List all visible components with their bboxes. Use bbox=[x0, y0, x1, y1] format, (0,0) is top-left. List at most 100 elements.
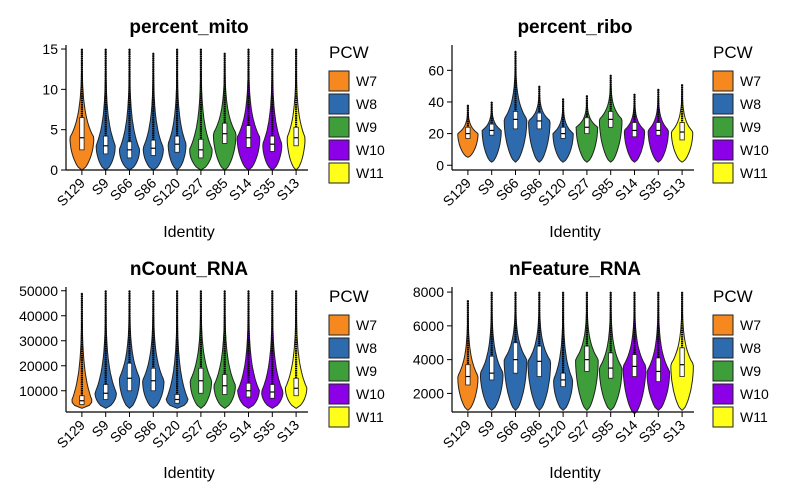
y-tick-label: 10 bbox=[42, 81, 58, 97]
box-S9 bbox=[489, 355, 495, 381]
legend-swatch-w10 bbox=[712, 383, 734, 405]
legend-swatch-w10 bbox=[328, 139, 350, 161]
legend-title: PCW bbox=[713, 43, 753, 62]
legend-swatch-w7 bbox=[328, 70, 350, 92]
x-tick-label: S35 bbox=[635, 417, 664, 446]
legend-label-w10: W10 bbox=[740, 142, 769, 158]
x-tick-label: S129 bbox=[440, 175, 475, 210]
y-tick-label: 40 bbox=[428, 94, 444, 110]
legend-label-w7: W7 bbox=[356, 317, 377, 333]
legend-label-w11: W11 bbox=[356, 409, 384, 425]
x-tick-label: S13 bbox=[273, 175, 302, 204]
legend-label-w8: W8 bbox=[740, 96, 761, 112]
legend-swatch-w8 bbox=[712, 93, 734, 115]
x-tick-label: S129 bbox=[54, 175, 89, 210]
legend-label-w8: W8 bbox=[356, 340, 377, 356]
legend-swatch-w10 bbox=[328, 383, 350, 405]
legend-swatch-w10 bbox=[712, 139, 734, 161]
x-tick-label: S66 bbox=[107, 175, 136, 204]
legend-swatch-w11 bbox=[712, 406, 734, 428]
y-tick-label: 8000 bbox=[413, 284, 444, 300]
legend-swatch-w9 bbox=[712, 360, 734, 382]
x-tick-label: S14 bbox=[612, 417, 641, 446]
x-tick-label: S13 bbox=[659, 175, 688, 204]
plot-title: percent_mito bbox=[129, 17, 248, 38]
x-tick-label: S27 bbox=[178, 417, 207, 446]
x-tick-label: S27 bbox=[178, 175, 207, 204]
y-tick-label: 15 bbox=[42, 41, 58, 57]
y-tick-label: 60 bbox=[428, 62, 444, 78]
box-S14 bbox=[631, 122, 638, 138]
legend-label-w8: W8 bbox=[356, 96, 377, 112]
legend-label-w9: W9 bbox=[740, 363, 761, 379]
box-S27 bbox=[198, 138, 204, 159]
x-axis-label: Identity bbox=[163, 224, 215, 241]
x-tick-label: S85 bbox=[202, 417, 231, 446]
legend-label-w9: W9 bbox=[356, 119, 377, 135]
box-S9 bbox=[103, 135, 109, 155]
x-tick-label: S66 bbox=[493, 175, 522, 204]
box-S120 bbox=[174, 394, 180, 404]
x-tick-label: S66 bbox=[493, 417, 522, 446]
x-tick-label: S85 bbox=[588, 417, 617, 446]
y-tick-label: 0 bbox=[436, 157, 444, 173]
box-S86 bbox=[150, 367, 156, 392]
legend-label-w11: W11 bbox=[740, 409, 768, 425]
x-axis-label: Identity bbox=[549, 224, 601, 241]
x-tick-label: S35 bbox=[635, 175, 664, 204]
legend-label-w10: W10 bbox=[356, 142, 385, 158]
x-tick-label: S13 bbox=[659, 417, 688, 446]
box-S9 bbox=[103, 384, 109, 400]
x-tick-label: S35 bbox=[249, 175, 278, 204]
y-tick-label: 2000 bbox=[413, 385, 444, 401]
legend-swatch-w9 bbox=[328, 116, 350, 138]
y-tick-label: 20 bbox=[428, 126, 444, 142]
legend-swatch-w8 bbox=[328, 93, 350, 115]
box-S35 bbox=[655, 357, 661, 382]
x-tick-label: S14 bbox=[226, 417, 255, 446]
y-tick-label: 20000 bbox=[19, 358, 58, 374]
legend-title: PCW bbox=[329, 287, 369, 306]
y-tick-label: 10000 bbox=[19, 383, 58, 399]
box-S129 bbox=[465, 364, 471, 386]
box-S129 bbox=[465, 126, 471, 139]
plot-title: percent_ribo bbox=[517, 17, 632, 38]
box-S13 bbox=[679, 347, 685, 377]
x-tick-label: S14 bbox=[612, 175, 641, 204]
box-S85 bbox=[608, 352, 614, 379]
legend-swatch-w11 bbox=[712, 162, 734, 184]
y-tick-label: 50000 bbox=[19, 283, 58, 299]
x-tick-label: S27 bbox=[564, 175, 593, 204]
x-tick-label: S13 bbox=[273, 417, 302, 446]
legend-swatch-w7 bbox=[712, 314, 734, 336]
x-tick-label: S35 bbox=[249, 417, 278, 446]
legend-label-w7: W7 bbox=[740, 317, 761, 333]
box-S129 bbox=[79, 395, 85, 405]
legend-label-w7: W7 bbox=[356, 73, 377, 89]
box-S35 bbox=[655, 122, 661, 136]
box-S35 bbox=[269, 384, 275, 399]
legend-title: PCW bbox=[329, 43, 369, 62]
y-tick-label: 40000 bbox=[19, 308, 58, 324]
legend-swatch-w8 bbox=[712, 337, 734, 359]
box-S13 bbox=[293, 126, 299, 147]
box-S9 bbox=[489, 123, 495, 136]
legend-swatch-w9 bbox=[328, 360, 350, 382]
x-axis-label: Identity bbox=[549, 465, 601, 482]
box-S13 bbox=[679, 122, 685, 141]
box-S14 bbox=[245, 125, 252, 148]
box-S120 bbox=[560, 126, 566, 139]
box-S66 bbox=[512, 111, 519, 130]
plot-title: nFeature_RNA bbox=[509, 259, 641, 280]
x-tick-label: S27 bbox=[564, 417, 593, 446]
legend-swatch-w7 bbox=[328, 314, 350, 336]
y-tick-label: 4000 bbox=[413, 352, 444, 368]
violin-S129 bbox=[457, 300, 479, 411]
legend-swatch-w11 bbox=[328, 406, 350, 428]
y-tick-label: 30000 bbox=[19, 333, 58, 349]
box-S66 bbox=[126, 362, 133, 392]
legend-label-w10: W10 bbox=[740, 386, 769, 402]
x-axis-label: Identity bbox=[163, 465, 215, 482]
